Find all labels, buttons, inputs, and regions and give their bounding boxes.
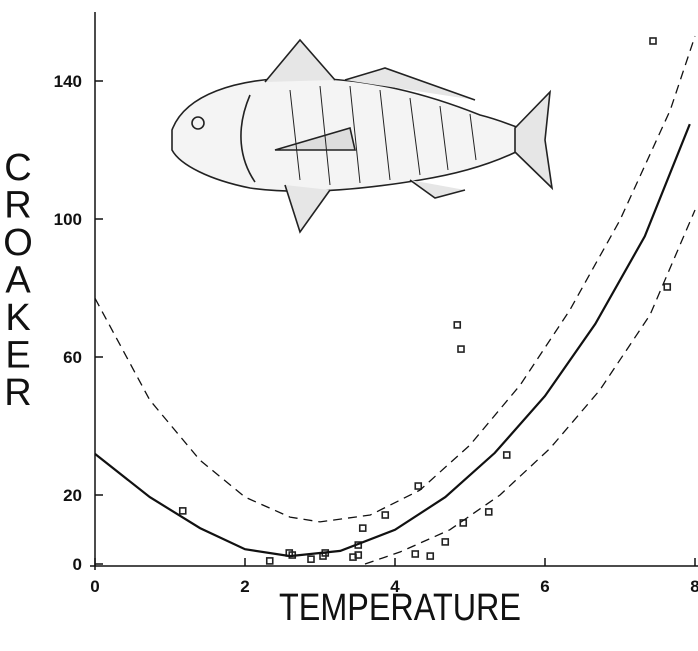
y-tick-label: 100 — [54, 210, 82, 229]
x-tick-label: 0 — [90, 577, 99, 596]
y-tick-label: 60 — [63, 348, 82, 367]
y-tick-label: 0 — [73, 555, 82, 574]
data-point — [360, 525, 366, 531]
x-tick-label: 2 — [240, 577, 249, 596]
data-point — [180, 508, 186, 514]
data-point — [415, 483, 421, 489]
fish-tail — [515, 92, 552, 188]
data-point — [267, 558, 273, 564]
confidence-band — [365, 210, 695, 564]
x-tick-label: 8 — [690, 577, 698, 596]
data-point — [308, 556, 314, 562]
x-tick-label: 4 — [390, 577, 400, 596]
y-tick-label: 140 — [54, 72, 82, 91]
data-point — [650, 38, 656, 44]
data-point — [442, 539, 448, 545]
data-point — [454, 322, 460, 328]
data-point — [412, 551, 418, 557]
data-point — [458, 346, 464, 352]
fitted-curve — [95, 124, 690, 556]
page: {"chart_data": { "type": "scatter", "x_l… — [0, 0, 698, 651]
data-point — [382, 512, 388, 518]
y-tick-label: 20 — [63, 486, 82, 505]
data-point — [504, 452, 510, 458]
x-tick-label: 6 — [540, 577, 549, 596]
x-axis-label: TEMPERATURE — [279, 587, 521, 629]
data-point — [427, 553, 433, 559]
data-point — [664, 284, 670, 290]
fish-illustration — [172, 40, 552, 232]
data-point — [486, 509, 492, 515]
chart: TEMPERATURE CROAKER 0 20 60 100 140 0 2 4 6 8 — [0, 0, 698, 651]
